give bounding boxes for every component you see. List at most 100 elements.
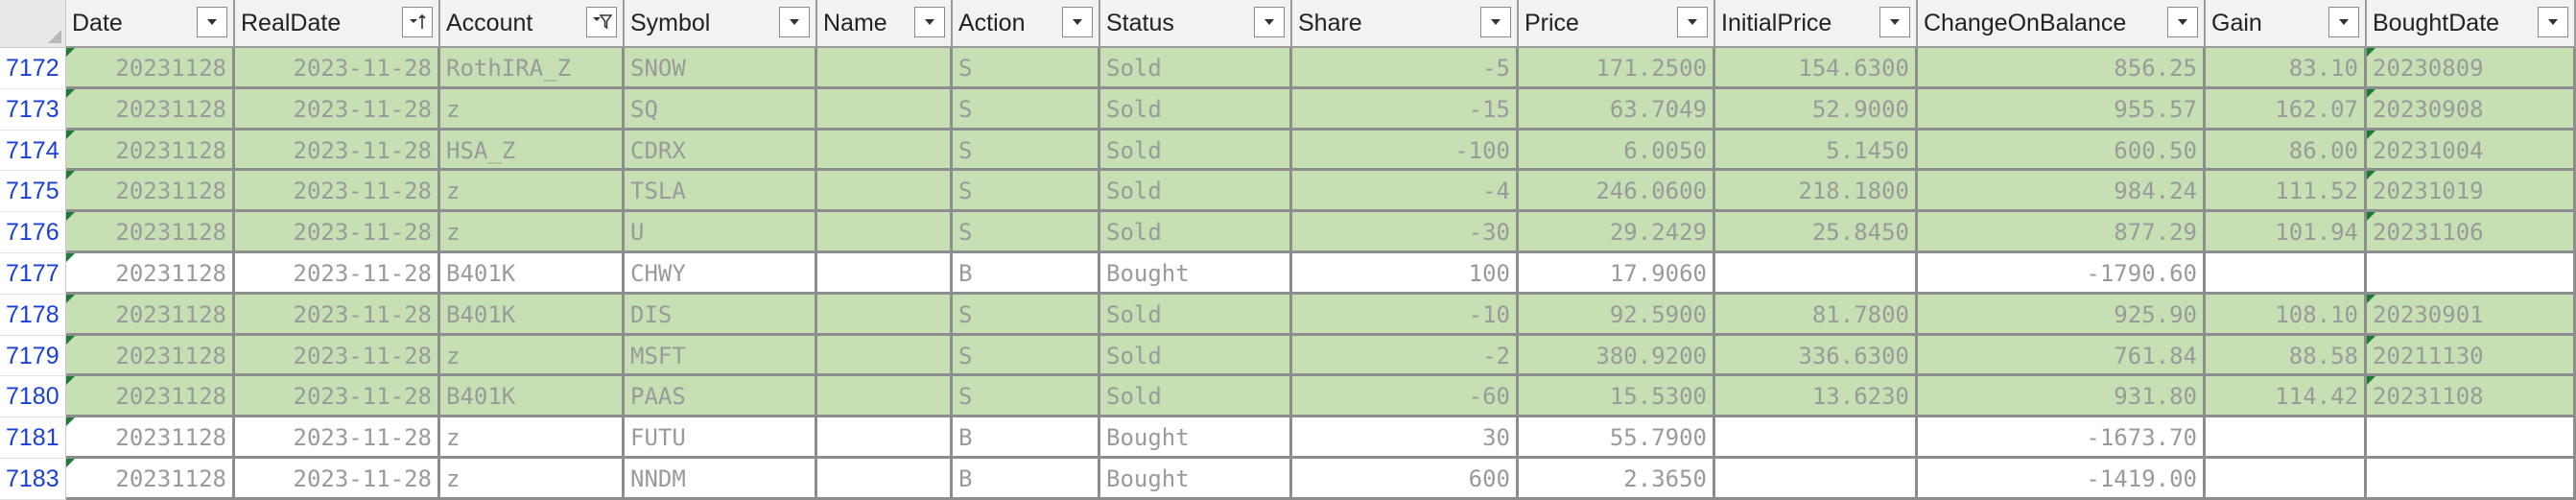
cell-share[interactable]: -2 xyxy=(1292,335,1519,377)
cell-name[interactable] xyxy=(817,171,953,213)
column-header-account[interactable]: Account xyxy=(440,0,625,48)
cell-realdate[interactable]: 2023-11-28 xyxy=(235,48,440,89)
cell-action[interactable]: B xyxy=(953,252,1100,295)
cell-gain[interactable] xyxy=(2206,252,2367,295)
row-number[interactable]: 7179 xyxy=(0,335,66,377)
cell-date[interactable]: 20231128 xyxy=(66,88,235,131)
cell-gain[interactable]: 162.07 xyxy=(2206,88,2367,131)
cell-name[interactable] xyxy=(817,88,953,131)
row-number[interactable]: 7176 xyxy=(0,212,66,253)
dropdown-arrow-icon[interactable] xyxy=(1062,7,1093,37)
cell-share[interactable]: -60 xyxy=(1292,376,1519,418)
cell-action[interactable]: S xyxy=(953,294,1100,336)
cell-action[interactable]: S xyxy=(953,48,1100,89)
row-number[interactable]: 7172 xyxy=(0,48,66,89)
cell-symbol[interactable]: SNOW xyxy=(625,48,817,89)
cell-share[interactable]: -15 xyxy=(1292,88,1519,131)
cell-changeonbalance[interactable]: 856.25 xyxy=(1918,48,2206,89)
cell-realdate[interactable]: 2023-11-28 xyxy=(235,458,440,500)
column-header-name[interactable]: Name xyxy=(817,0,953,48)
cell-boughtdate[interactable]: 20231004 xyxy=(2367,130,2576,172)
cell-name[interactable] xyxy=(817,294,953,336)
column-header-share[interactable]: Share xyxy=(1292,0,1519,48)
sort-ascending-filter-icon[interactable] xyxy=(402,7,433,37)
dropdown-arrow-icon[interactable] xyxy=(1879,7,1910,37)
row-number[interactable]: 7183 xyxy=(0,458,66,500)
cell-date[interactable]: 20231128 xyxy=(66,335,235,377)
cell-account[interactable]: z xyxy=(440,88,625,131)
cell-date[interactable]: 20231128 xyxy=(66,294,235,336)
dropdown-arrow-icon[interactable] xyxy=(197,7,227,37)
cell-changeonbalance[interactable]: 925.90 xyxy=(1918,294,2206,336)
cell-name[interactable] xyxy=(817,252,953,295)
cell-symbol[interactable]: DIS xyxy=(625,294,817,336)
cell-changeonbalance[interactable]: 600.50 xyxy=(1918,130,2206,172)
cell-price[interactable]: 380.9200 xyxy=(1519,335,1715,377)
cell-date[interactable]: 20231128 xyxy=(66,171,235,213)
cell-date[interactable]: 20231128 xyxy=(66,458,235,500)
cell-gain[interactable]: 111.52 xyxy=(2206,171,2367,213)
cell-realdate[interactable]: 2023-11-28 xyxy=(235,171,440,213)
cell-account[interactable]: B401K xyxy=(440,294,625,336)
cell-share[interactable]: -4 xyxy=(1292,171,1519,213)
cell-symbol[interactable]: CHWY xyxy=(625,252,817,295)
cell-boughtdate[interactable]: 20211130 xyxy=(2367,335,2576,377)
row-number[interactable]: 7178 xyxy=(0,294,66,336)
cell-price[interactable]: 246.0600 xyxy=(1519,171,1715,213)
cell-date[interactable]: 20231128 xyxy=(66,417,235,459)
cell-share[interactable]: -5 xyxy=(1292,48,1519,89)
cell-symbol[interactable]: CDRX xyxy=(625,130,817,172)
cell-price[interactable]: 15.5300 xyxy=(1519,376,1715,418)
cell-action[interactable]: B xyxy=(953,417,1100,459)
cell-share[interactable]: -100 xyxy=(1292,130,1519,172)
column-header-changeonbalance[interactable]: ChangeOnBalance xyxy=(1918,0,2206,48)
cell-initialprice[interactable]: 154.6300 xyxy=(1715,48,1918,89)
cell-initialprice[interactable] xyxy=(1715,252,1918,295)
cell-realdate[interactable]: 2023-11-28 xyxy=(235,417,440,459)
dropdown-arrow-icon[interactable] xyxy=(2328,7,2359,37)
cell-initialprice[interactable]: 336.6300 xyxy=(1715,335,1918,377)
cell-name[interactable] xyxy=(817,130,953,172)
cell-gain[interactable]: 88.58 xyxy=(2206,335,2367,377)
cell-boughtdate[interactable]: 20230908 xyxy=(2367,88,2576,131)
cell-realdate[interactable]: 2023-11-28 xyxy=(235,294,440,336)
cell-name[interactable] xyxy=(817,417,953,459)
dropdown-arrow-icon[interactable] xyxy=(2538,7,2568,37)
cell-price[interactable]: 55.7900 xyxy=(1519,417,1715,459)
dropdown-arrow-icon[interactable] xyxy=(1677,7,1708,37)
cell-share[interactable]: -10 xyxy=(1292,294,1519,336)
cell-changeonbalance[interactable]: 761.84 xyxy=(1918,335,2206,377)
cell-symbol[interactable]: NNDM xyxy=(625,458,817,500)
cell-initialprice[interactable]: 81.7800 xyxy=(1715,294,1918,336)
cell-date[interactable]: 20231128 xyxy=(66,376,235,418)
cell-status[interactable]: Sold xyxy=(1100,335,1292,377)
cell-boughtdate[interactable] xyxy=(2367,252,2576,295)
cell-symbol[interactable]: TSLA xyxy=(625,171,817,213)
cell-share[interactable]: -30 xyxy=(1292,212,1519,253)
cell-status[interactable]: Bought xyxy=(1100,458,1292,500)
cell-changeonbalance[interactable]: -1419.00 xyxy=(1918,458,2206,500)
cell-date[interactable]: 20231128 xyxy=(66,252,235,295)
cell-changeonbalance[interactable]: 931.80 xyxy=(1918,376,2206,418)
cell-realdate[interactable]: 2023-11-28 xyxy=(235,335,440,377)
cell-price[interactable]: 2.3650 xyxy=(1519,458,1715,500)
filter-applied-icon[interactable] xyxy=(586,7,617,37)
cell-initialprice[interactable]: 5.1450 xyxy=(1715,130,1918,172)
cell-initialprice[interactable] xyxy=(1715,458,1918,500)
cell-status[interactable]: Sold xyxy=(1100,212,1292,253)
cell-price[interactable]: 6.0050 xyxy=(1519,130,1715,172)
column-header-boughtdate[interactable]: BoughtDate xyxy=(2367,0,2576,48)
cell-date[interactable]: 20231128 xyxy=(66,212,235,253)
cell-name[interactable] xyxy=(817,48,953,89)
cell-gain[interactable]: 83.10 xyxy=(2206,48,2367,89)
dropdown-arrow-icon[interactable] xyxy=(1480,7,1511,37)
cell-status[interactable]: Sold xyxy=(1100,48,1292,89)
cell-price[interactable]: 29.2429 xyxy=(1519,212,1715,253)
cell-action[interactable]: S xyxy=(953,335,1100,377)
cell-initialprice[interactable]: 218.1800 xyxy=(1715,171,1918,213)
cell-initialprice[interactable]: 52.9000 xyxy=(1715,88,1918,131)
cell-account[interactable]: HSA_Z xyxy=(440,130,625,172)
cell-status[interactable]: Sold xyxy=(1100,376,1292,418)
cell-symbol[interactable]: SQ xyxy=(625,88,817,131)
cell-boughtdate[interactable]: 20230901 xyxy=(2367,294,2576,336)
